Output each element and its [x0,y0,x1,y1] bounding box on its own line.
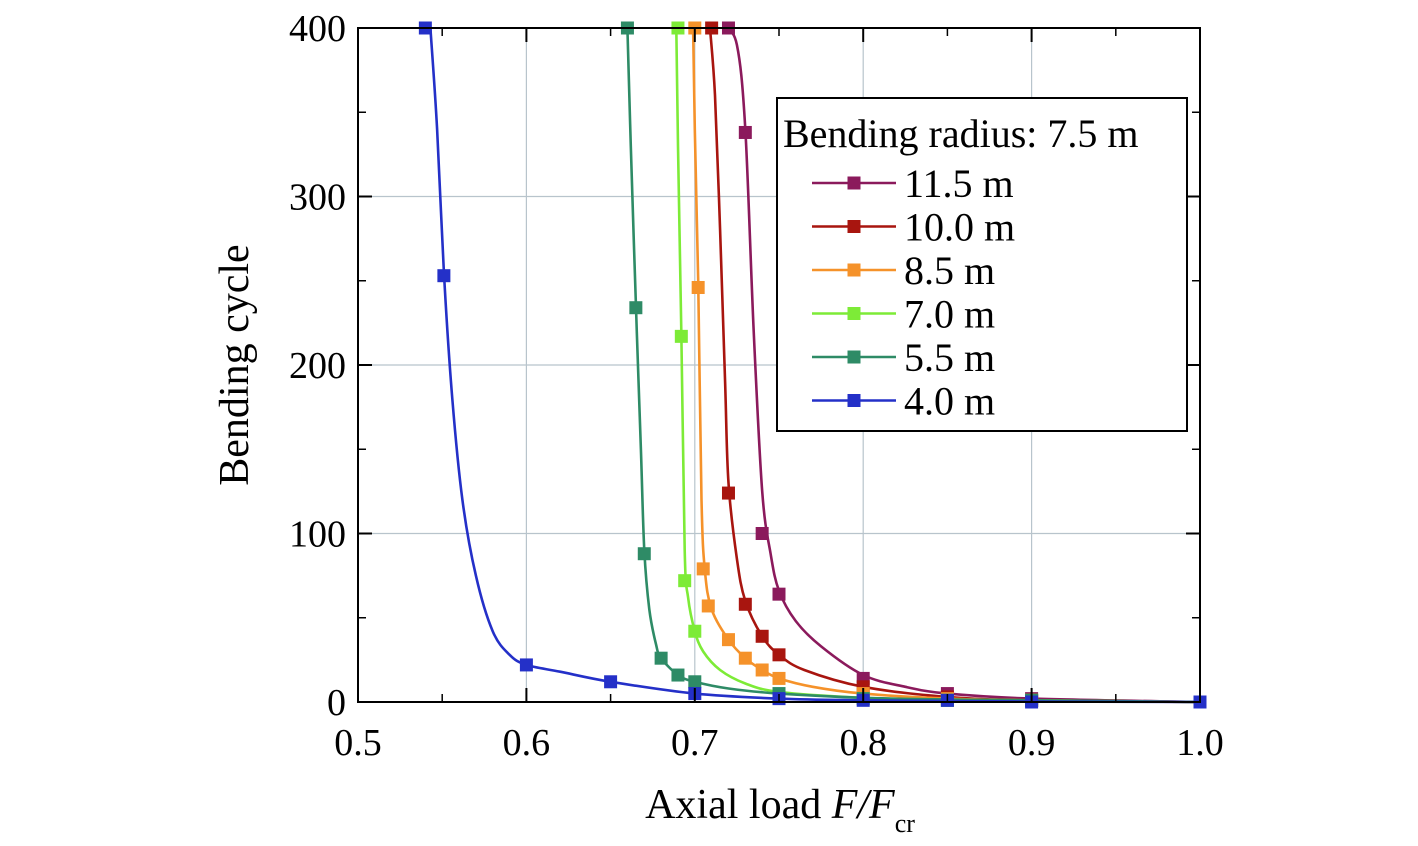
tick-labels: 0.5 0.6 0.7 0.8 0.9 1.0 0 100 200 300 400 [289,8,1224,764]
data-point [678,574,692,588]
legend-entry: 11.5 m [812,161,1014,206]
legend-entry: 5.5 m [812,335,995,380]
ticks [357,27,1201,703]
data-point [738,651,752,665]
data-point [674,329,688,343]
y-axis-title: Bending cycle [212,244,258,485]
y-tick-label: 100 [289,514,346,556]
data-point [755,663,769,677]
legend-label: 5.5 m [904,335,995,380]
data-point [688,624,702,638]
x-tick-label: 0.9 [1008,722,1056,764]
data-point [755,527,769,540]
data-point [519,658,533,672]
y-tick-label: 200 [289,345,346,387]
data-point [721,633,735,647]
data-point [688,675,702,689]
legend-entries: 11.5 m10.0 m8.5 m7.0 m5.5 m4.0 m [812,161,1015,424]
data-point [637,547,651,561]
data-point [691,280,705,294]
y-tick-label: 0 [327,682,346,724]
legend-marker [847,394,861,407]
data-point [696,562,710,576]
legend-entry: 8.5 m [812,248,995,293]
data-point [772,587,786,601]
legend-marker [847,176,861,190]
y-tick-label: 400 [289,8,346,50]
x-tick-label: 0.6 [503,722,551,764]
data-point [654,651,668,665]
legend-entry: 10.0 m [812,205,1015,250]
data-point [629,301,643,315]
x-tick-label: 0.5 [334,722,382,764]
x-axis-title-prefix: Axial load [645,782,832,828]
data-point [738,597,752,611]
x-tick-label: 0.7 [671,722,719,764]
data-point [772,648,786,662]
x-axis-title-subscript: cr [895,809,916,838]
data-point [701,599,715,613]
data-point [671,668,685,682]
legend-marker [847,263,861,277]
legend: Bending radius: 7.5 m 11.5 m10.0 m8.5 m7… [776,97,1188,432]
legend-label: 11.5 m [904,161,1014,206]
legend-label: 4.0 m [904,379,995,424]
x-tick-label: 0.8 [839,722,887,764]
data-point [772,671,786,685]
x-axis-title-variable: F/F [831,782,895,828]
legend-box [776,97,1188,432]
x-axis-title: Axial load F/Fcr [645,782,915,838]
legend-marker [847,220,861,233]
legend-label: 8.5 m [904,248,995,293]
legend-marker [847,307,861,320]
legend-label: 7.0 m [904,292,995,337]
legend-entry: 4.0 m [812,379,995,424]
data-point [755,629,769,643]
data-point [721,486,735,500]
legend-marker [847,350,861,364]
legend-title: Bending radius: 7.5 m [783,111,1139,156]
data-point [738,125,752,139]
data-point [437,269,451,283]
y-tick-label: 300 [289,177,346,219]
x-tick-label: 1.0 [1176,722,1224,764]
legend-label: 10.0 m [904,205,1015,250]
legend-entry: 7.0 m [812,292,995,337]
data-point [604,675,618,689]
